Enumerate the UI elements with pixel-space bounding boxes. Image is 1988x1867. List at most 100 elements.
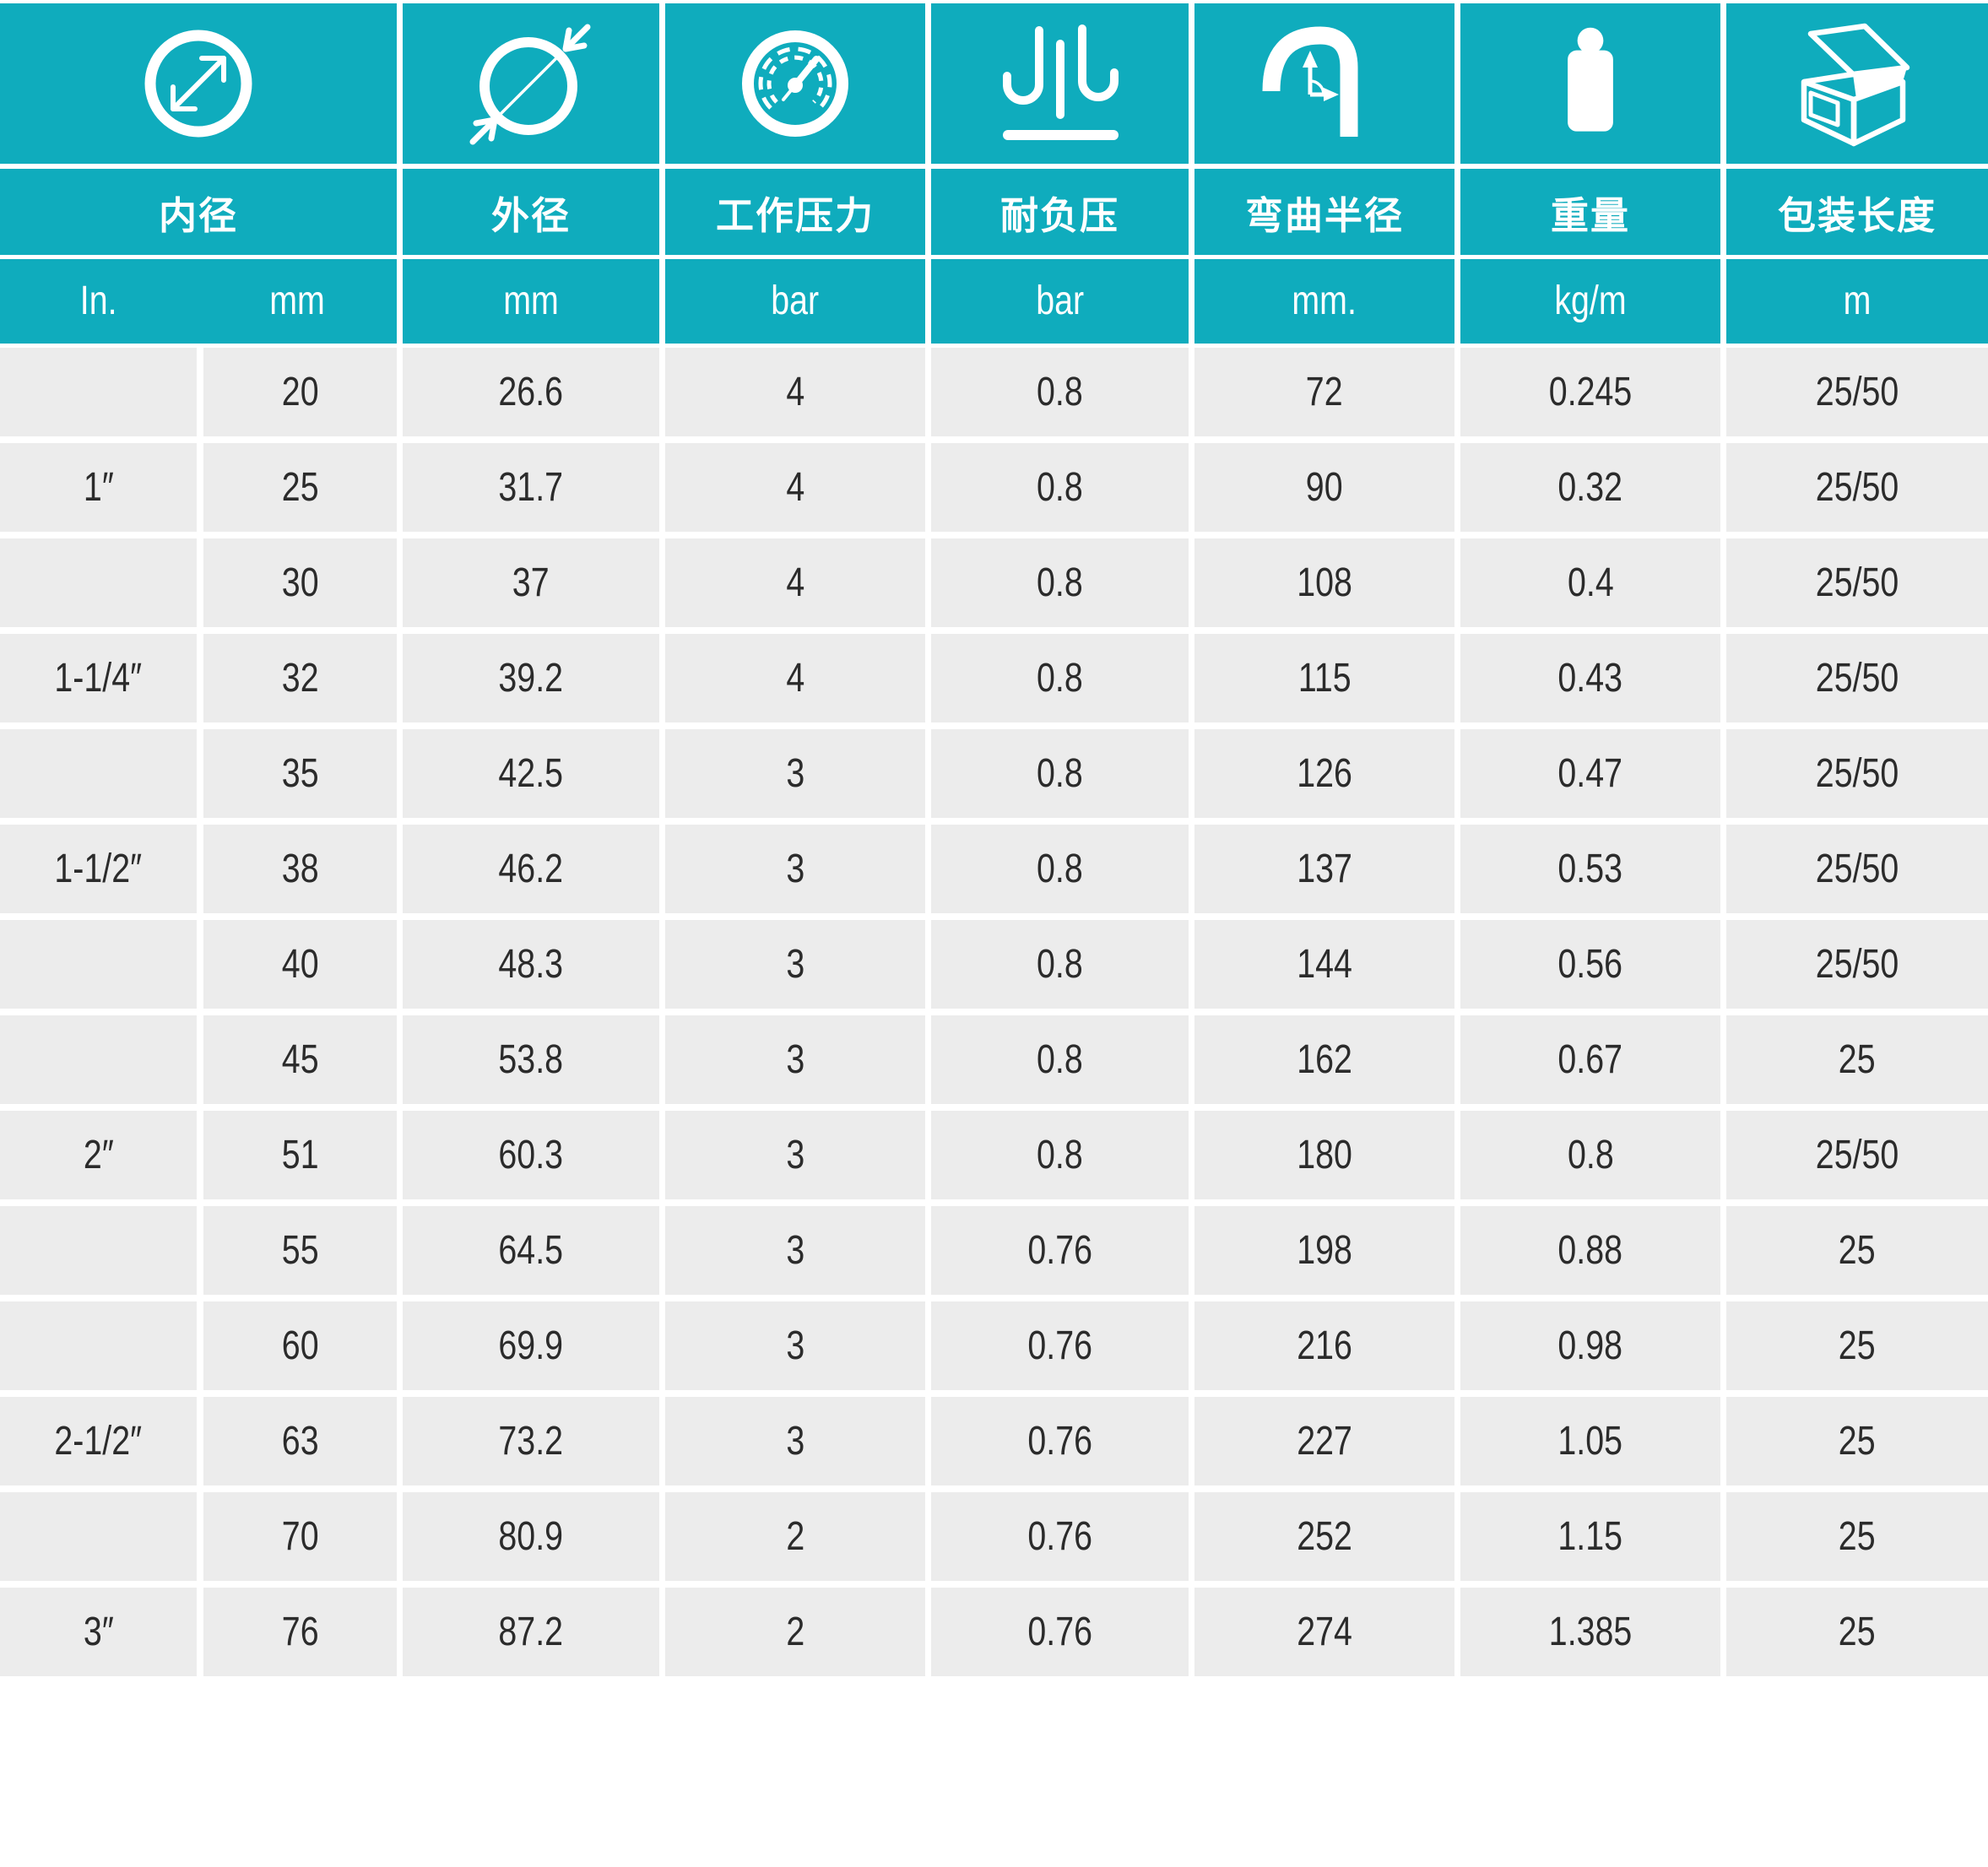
cell-inch-size bbox=[0, 1492, 197, 1581]
cell-vacuum-resistance: 0.8 bbox=[931, 1111, 1189, 1199]
cell-vacuum-resistance: 0.8 bbox=[931, 443, 1189, 532]
inner-diameter-cell-pair: 30 bbox=[0, 538, 397, 627]
cell-vacuum-resistance: 0.76 bbox=[931, 1588, 1189, 1676]
spec-row: 1″ 25 31.7 4 0.8 90 0.32 25/50 bbox=[0, 443, 1988, 532]
cell-mm-size: 30 bbox=[203, 538, 397, 627]
unit-label: bar bbox=[771, 279, 820, 323]
cell-outer-diameter: 26.6 bbox=[403, 348, 659, 436]
cell-value: 3 bbox=[786, 1227, 804, 1273]
cell-package-length: 25 bbox=[1726, 1397, 1988, 1485]
cell-value: 73.2 bbox=[498, 1418, 564, 1464]
cell-working-pressure: 3 bbox=[665, 825, 925, 913]
cell-working-pressure: 3 bbox=[665, 1301, 925, 1390]
cell-value: 2 bbox=[786, 1513, 804, 1559]
cell-value: 0.8 bbox=[1037, 1036, 1083, 1082]
cell-value: 25/50 bbox=[1815, 369, 1899, 414]
cell-value: 60.3 bbox=[498, 1132, 564, 1177]
cell-weight: 0.245 bbox=[1460, 348, 1720, 436]
cell-value: 0.76 bbox=[1027, 1227, 1092, 1273]
cell-value: 3 bbox=[786, 750, 804, 796]
cell-mm-size: 63 bbox=[203, 1397, 397, 1485]
unit-label: mm. bbox=[1292, 279, 1357, 323]
cell-weight: 0.56 bbox=[1460, 920, 1720, 1009]
cell-package-length: 25/50 bbox=[1726, 443, 1988, 532]
cell-weight: 0.88 bbox=[1460, 1206, 1720, 1295]
cell-value: 0.76 bbox=[1027, 1323, 1092, 1368]
cell-value: 1.385 bbox=[1548, 1609, 1633, 1654]
cell-vacuum-resistance: 0.8 bbox=[931, 634, 1189, 722]
cell-value: 0.67 bbox=[1557, 1036, 1623, 1082]
cell-vacuum-resistance: 0.8 bbox=[931, 348, 1189, 436]
units-working-pressure: bar bbox=[665, 259, 925, 344]
cell-value: 126 bbox=[1297, 750, 1352, 796]
cell-value: 76 bbox=[281, 1609, 319, 1654]
cell-working-pressure: 3 bbox=[665, 729, 925, 818]
column-title-label: 耐负压 bbox=[999, 193, 1119, 237]
cell-value: 0.32 bbox=[1557, 464, 1623, 510]
cell-vacuum-resistance: 0.76 bbox=[931, 1301, 1189, 1390]
spec-row: 2-1/2″ 63 73.2 3 0.76 227 1.05 25 bbox=[0, 1397, 1988, 1485]
cell-bend-radius: 180 bbox=[1194, 1111, 1454, 1199]
cell-value: 37 bbox=[512, 560, 550, 605]
cell-value: 25 bbox=[1839, 1036, 1876, 1082]
cell-bend-radius: 274 bbox=[1194, 1588, 1454, 1676]
pressure-gauge-icon bbox=[742, 30, 848, 137]
cell-package-length: 25/50 bbox=[1726, 920, 1988, 1009]
cell-value: 198 bbox=[1297, 1227, 1352, 1273]
cell-mm-size: 40 bbox=[203, 920, 397, 1009]
cell-value: 1″ bbox=[83, 464, 114, 510]
cell-value: 3 bbox=[786, 1323, 804, 1368]
cell-value: 25 bbox=[281, 464, 319, 510]
cell-working-pressure: 4 bbox=[665, 634, 925, 722]
cell-value: 4 bbox=[786, 369, 804, 414]
inner-diameter-cell-pair: 35 bbox=[0, 729, 397, 818]
cell-value: 0.88 bbox=[1557, 1227, 1623, 1273]
cell-working-pressure: 2 bbox=[665, 1588, 925, 1676]
outer-diameter-icon bbox=[469, 24, 591, 145]
inner-diameter-icon bbox=[144, 30, 252, 138]
column-title-vacuum-resistance: 耐负压 bbox=[931, 169, 1189, 255]
spec-row: 70 80.9 2 0.76 252 1.15 25 bbox=[0, 1492, 1988, 1581]
cell-inch-size: 2-1/2″ bbox=[0, 1397, 197, 1485]
cell-outer-diameter: 39.2 bbox=[403, 634, 659, 722]
cell-inch-size bbox=[0, 1206, 197, 1295]
column-title-bend-radius: 弯曲半径 bbox=[1194, 169, 1454, 255]
spec-row: 55 64.5 3 0.76 198 0.88 25 bbox=[0, 1206, 1988, 1295]
icon-cell-inner-diameter bbox=[0, 3, 397, 164]
cell-value: 87.2 bbox=[498, 1609, 564, 1654]
cell-value: 25/50 bbox=[1815, 560, 1899, 605]
cell-value: 48.3 bbox=[498, 941, 564, 987]
spec-row: 3″ 76 87.2 2 0.76 274 1.385 25 bbox=[0, 1588, 1988, 1676]
unit-label: kg/m bbox=[1554, 279, 1627, 323]
cell-vacuum-resistance: 0.76 bbox=[931, 1397, 1189, 1485]
cell-mm-size: 35 bbox=[203, 729, 397, 818]
cell-vacuum-resistance: 0.8 bbox=[931, 729, 1189, 818]
cell-value: 0.8 bbox=[1037, 1132, 1083, 1177]
cell-inch-size bbox=[0, 729, 197, 818]
inner-diameter-cell-pair: 1-1/4″ 32 bbox=[0, 634, 397, 722]
cell-value: 40 bbox=[281, 941, 319, 987]
cell-vacuum-resistance: 0.8 bbox=[931, 1015, 1189, 1104]
column-title-working-pressure: 工作压力 bbox=[665, 169, 925, 255]
cell-weight: 0.8 bbox=[1460, 1111, 1720, 1199]
cell-mm-size: 32 bbox=[203, 634, 397, 722]
cell-value: 1.15 bbox=[1557, 1513, 1623, 1559]
cell-value: 180 bbox=[1297, 1132, 1352, 1177]
cell-value: 35 bbox=[281, 750, 319, 796]
cell-outer-diameter: 37 bbox=[403, 538, 659, 627]
cell-value: 46.2 bbox=[498, 846, 564, 891]
cell-value: 39.2 bbox=[498, 655, 564, 701]
inner-diameter-cell-pair: 60 bbox=[0, 1301, 397, 1390]
cell-value: 45 bbox=[281, 1036, 319, 1082]
cell-value: 25/50 bbox=[1815, 655, 1899, 701]
cell-working-pressure: 4 bbox=[665, 443, 925, 532]
cell-value: 1.05 bbox=[1557, 1418, 1623, 1464]
unit-label: mm bbox=[503, 279, 559, 323]
cell-value: 108 bbox=[1297, 560, 1352, 605]
cell-mm-size: 55 bbox=[203, 1206, 397, 1295]
cell-vacuum-resistance: 0.76 bbox=[931, 1206, 1189, 1295]
icon-cell-working-pressure bbox=[665, 3, 925, 164]
cell-outer-diameter: 48.3 bbox=[403, 920, 659, 1009]
cell-working-pressure: 3 bbox=[665, 1206, 925, 1295]
cell-package-length: 25/50 bbox=[1726, 348, 1988, 436]
